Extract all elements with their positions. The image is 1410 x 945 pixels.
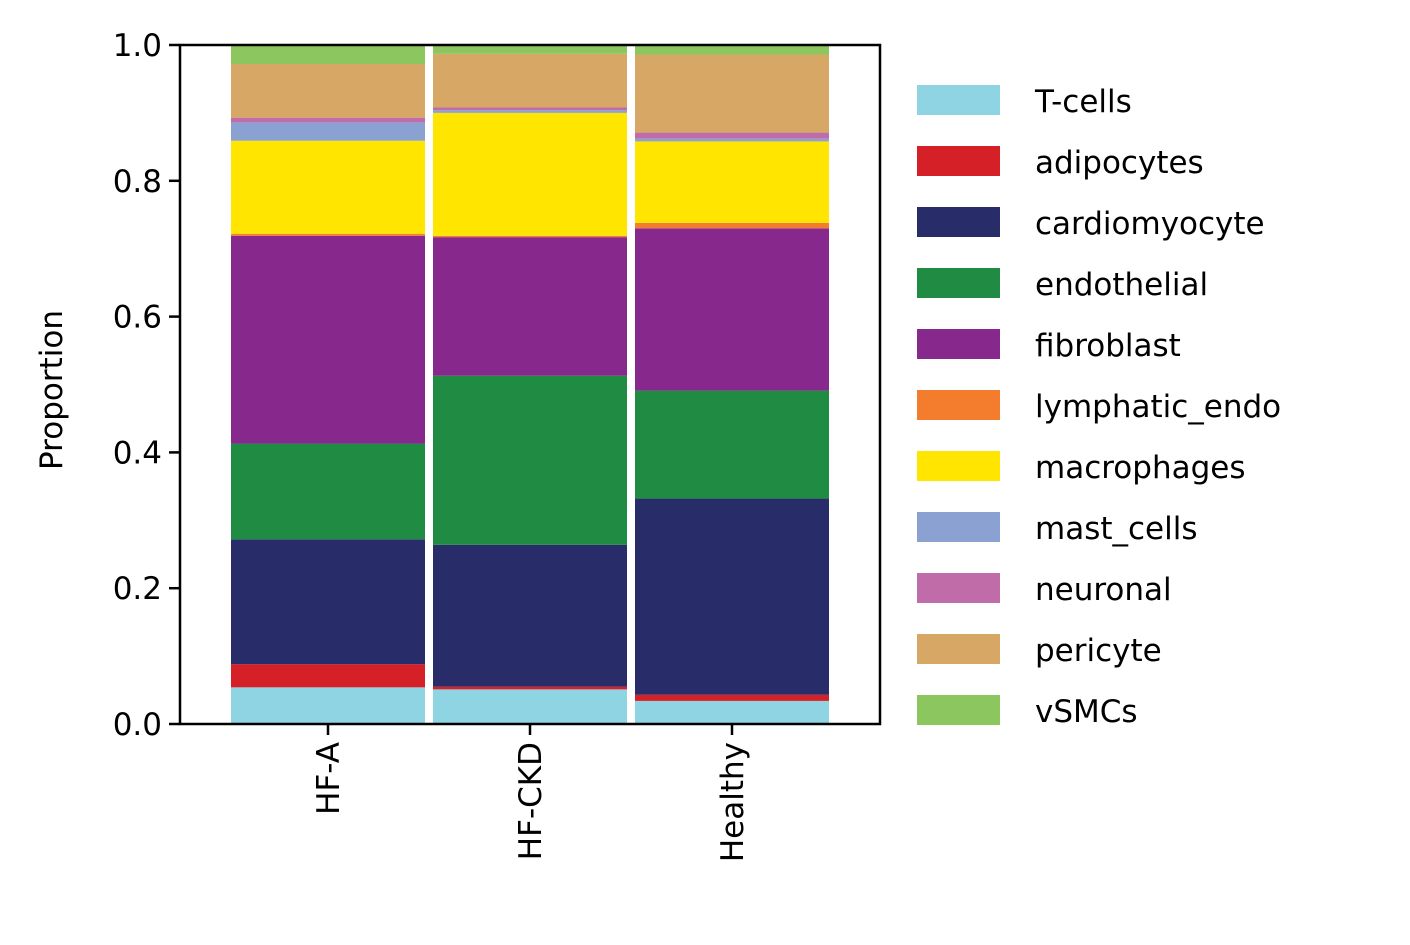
bar-hf-a-lymphatic-endo [231,233,425,236]
legend-swatch [917,634,1000,664]
bar-hf-ckd-neuronal [433,107,627,111]
legend-swatch [917,512,1000,542]
bar-hf-a-neuronal [231,117,425,123]
bar-hf-ckd-mast-cells [433,110,627,113]
bar-hf-ckd-t-cells [433,689,627,724]
legend-label: pericyte [1035,633,1162,669]
bar-hf-a-pericyte [231,64,425,118]
legend-swatch [917,268,1000,298]
bar-healthy-pericyte [635,54,829,133]
bar-hf-a-mast-cells [231,122,425,141]
bar-hf-ckd-adipocytes [433,686,627,690]
legend-swatch [917,85,1000,115]
legend-swatch [917,390,1000,420]
bar-healthy-endothelial [635,390,829,499]
bar-healthy-cardiomyocyte [635,498,829,695]
legend-swatch [917,451,1000,481]
legend-label: endothelial [1035,267,1208,303]
bar-hf-ckd-fibroblast [433,237,627,376]
bar-hf-ckd-cardiomyocyte [433,544,627,687]
y-axis-label: Proportion [34,310,70,470]
legend-swatch [917,695,1000,725]
bar-healthy-adipocytes [635,694,829,701]
y-tick-label: 0.0 [113,707,162,743]
y-tick-label: 0.2 [113,571,162,607]
bar-healthy-vsmcs [635,45,829,55]
x-tick-label: Healthy [715,742,751,862]
y-tick-label: 0.4 [113,435,162,471]
legend: T-cells adipocytes cardiomyocyte endothelia… [917,84,1281,730]
y-tick-label: 0.6 [113,300,162,336]
y-tick-label: 1.0 [113,28,162,64]
y-tick-label: 0.8 [113,164,162,200]
bar-hf-a-macrophages [231,140,425,234]
bar-hf-a-fibroblast [231,235,425,444]
bars-layer [231,45,829,724]
legend-label: adipocytes [1035,145,1204,181]
y-axis: 0.0 0.2 0.4 0.6 0.8 1.0 [113,28,180,743]
bar-hf-ckd-vsmcs [433,45,627,54]
legend-label: cardiomyocyte [1035,206,1265,242]
bar-healthy-macrophages [635,141,829,223]
bar-hf-a-endothelial [231,443,425,540]
legend-swatch [917,573,1000,603]
legend-label: mast_cells [1035,511,1198,547]
bar-healthy-mast-cells [635,138,829,142]
legend-label: T-cells [1034,84,1132,120]
bar-healthy-fibroblast [635,228,829,391]
bar-hf-ckd-lymphatic-endo [433,235,627,238]
x-axis: HF-A HF-CKD Healthy [311,724,751,862]
bar-hf-ckd-pericyte [433,53,627,108]
legend-label: vSMCs [1035,694,1138,730]
legend-label: lymphatic_endo [1035,389,1281,425]
x-tick-label: HF-CKD [513,742,549,860]
legend-label: fibroblast [1035,328,1181,364]
bar-healthy-lymphatic-endo [635,222,829,229]
bar-hf-ckd-endothelial [433,375,627,545]
legend-label: neuronal [1035,572,1172,608]
legend-swatch [917,146,1000,176]
legend-swatch [917,207,1000,237]
x-tick-label: HF-A [311,742,347,815]
bar-hf-ckd-macrophages [433,112,627,236]
bar-hf-a-adipocytes [231,664,425,688]
bar-hf-a-cardiomyocyte [231,539,425,665]
legend-label: macrophages [1035,450,1246,486]
bar-hf-a-vsmcs [231,45,425,65]
bar-healthy-neuronal [635,132,829,139]
legend-swatch [917,329,1000,359]
bar-hf-a-t-cells [231,687,425,724]
bar-healthy-t-cells [635,700,829,724]
